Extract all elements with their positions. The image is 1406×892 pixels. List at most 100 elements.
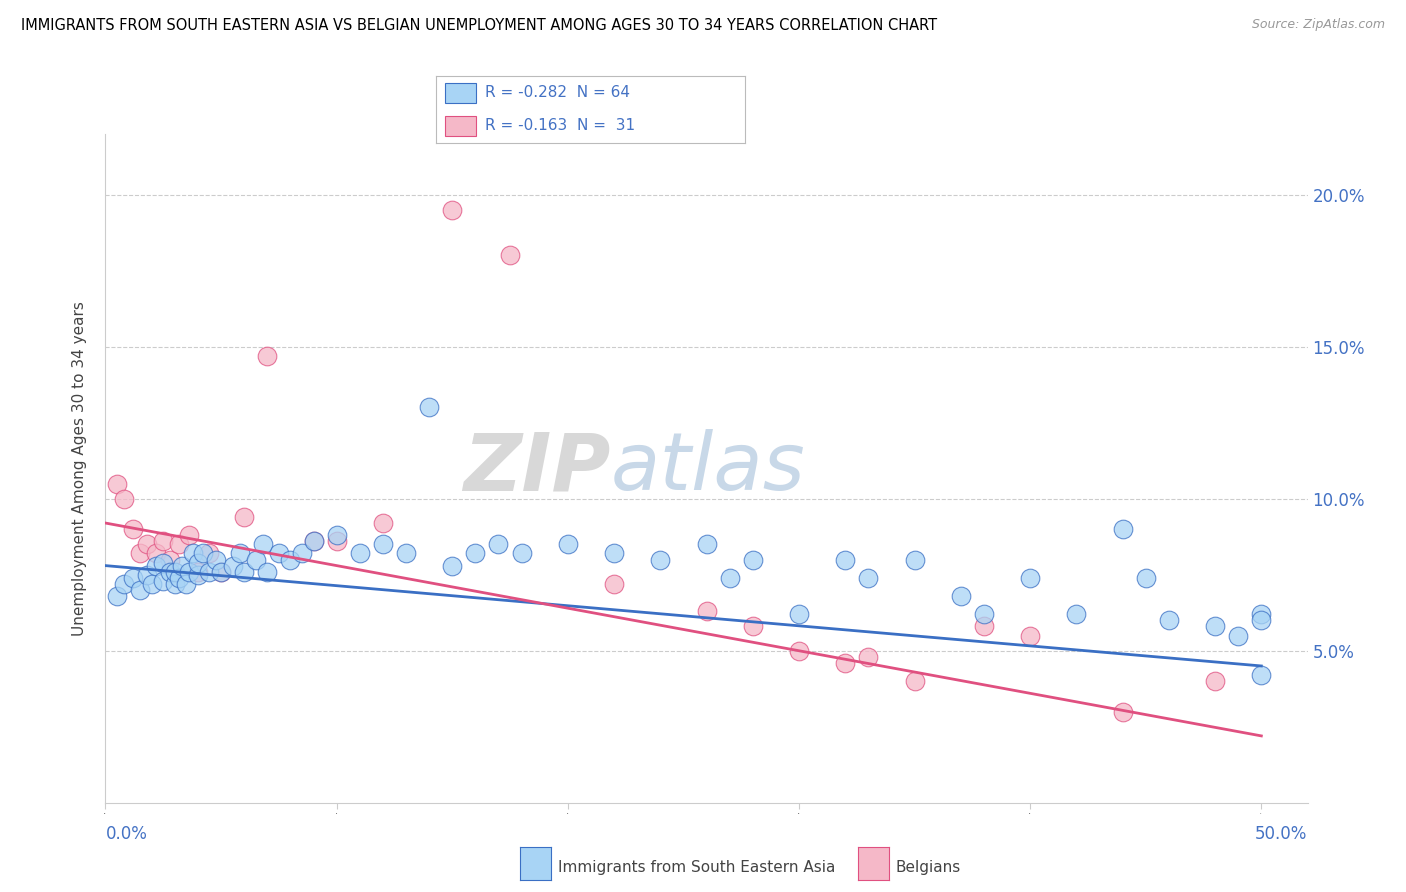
Point — [488, 537, 510, 551]
Point — [441, 202, 464, 217]
Point — [145, 558, 167, 573]
Point — [499, 248, 522, 262]
Text: Immigrants from South Eastern Asia: Immigrants from South Eastern Asia — [558, 860, 835, 874]
Point — [1250, 613, 1272, 627]
Point — [1204, 674, 1226, 689]
Point — [603, 546, 626, 560]
Point — [418, 401, 440, 415]
Point — [267, 546, 290, 560]
Point — [191, 546, 214, 560]
Point — [741, 552, 763, 566]
Point — [252, 537, 274, 551]
Text: R = -0.282  N = 64: R = -0.282 N = 64 — [485, 85, 630, 100]
Point — [187, 556, 209, 570]
Point — [177, 528, 200, 542]
Point — [1204, 619, 1226, 633]
Point — [205, 552, 228, 566]
Point — [159, 565, 181, 579]
Point — [464, 546, 486, 560]
Point — [256, 349, 278, 363]
Bar — [446, 83, 477, 103]
Y-axis label: Unemployment Among Ages 30 to 34 years: Unemployment Among Ages 30 to 34 years — [72, 301, 87, 636]
Point — [129, 546, 152, 560]
Point — [834, 552, 856, 566]
Point — [112, 491, 135, 506]
Point — [302, 534, 325, 549]
Point — [371, 537, 394, 551]
Point — [159, 552, 181, 566]
Point — [858, 571, 880, 585]
Point — [245, 552, 267, 566]
Point — [176, 577, 198, 591]
Point — [349, 546, 371, 560]
Point — [105, 476, 128, 491]
Point — [198, 565, 221, 579]
Point — [695, 604, 717, 618]
Point — [302, 534, 325, 549]
Point — [145, 546, 167, 560]
Point — [1250, 607, 1272, 622]
Point — [112, 577, 135, 591]
Point — [280, 552, 302, 566]
Point — [510, 546, 533, 560]
Text: ZIP: ZIP — [463, 429, 610, 508]
Point — [1019, 571, 1042, 585]
Point — [858, 649, 880, 664]
Point — [1250, 668, 1272, 682]
Point — [233, 565, 256, 579]
Point — [187, 565, 209, 579]
Point — [741, 619, 763, 633]
Point — [233, 510, 256, 524]
Point — [129, 582, 152, 597]
Text: 50.0%: 50.0% — [1256, 825, 1308, 843]
Point — [603, 577, 626, 591]
Point — [1135, 571, 1157, 585]
Point — [177, 565, 200, 579]
Point — [169, 571, 191, 585]
Point — [141, 577, 163, 591]
Point — [650, 552, 672, 566]
Point — [787, 644, 810, 658]
Point — [105, 589, 128, 603]
Point — [1111, 705, 1133, 719]
Point — [163, 565, 186, 579]
Point — [152, 556, 174, 570]
Point — [903, 674, 925, 689]
Text: 0.0%: 0.0% — [105, 825, 148, 843]
Point — [903, 552, 925, 566]
Point — [221, 558, 243, 573]
Point — [152, 574, 174, 588]
Point — [787, 607, 810, 622]
Point — [169, 537, 191, 551]
Point — [949, 589, 972, 603]
Point — [198, 546, 221, 560]
Point — [152, 534, 174, 549]
Point — [441, 558, 464, 573]
Point — [136, 537, 159, 551]
Point — [1111, 522, 1133, 536]
Point — [228, 546, 250, 560]
Point — [187, 567, 209, 582]
Point — [973, 619, 995, 633]
Point — [163, 577, 186, 591]
Text: IMMIGRANTS FROM SOUTH EASTERN ASIA VS BELGIAN UNEMPLOYMENT AMONG AGES 30 TO 34 Y: IMMIGRANTS FROM SOUTH EASTERN ASIA VS BE… — [21, 18, 938, 33]
Point — [371, 516, 394, 530]
Text: Belgians: Belgians — [896, 860, 960, 874]
Text: Source: ZipAtlas.com: Source: ZipAtlas.com — [1251, 18, 1385, 31]
Point — [122, 522, 145, 536]
Point — [1227, 628, 1250, 642]
Point — [325, 534, 347, 549]
Point — [834, 656, 856, 670]
Point — [1019, 628, 1042, 642]
Point — [209, 565, 232, 579]
Point — [557, 537, 579, 551]
Point — [973, 607, 995, 622]
Point — [181, 546, 204, 560]
Point — [1157, 613, 1180, 627]
Text: R = -0.163  N =  31: R = -0.163 N = 31 — [485, 119, 636, 134]
Bar — [446, 116, 477, 136]
Point — [695, 537, 717, 551]
Point — [325, 528, 347, 542]
Point — [122, 571, 145, 585]
Point — [136, 567, 159, 582]
